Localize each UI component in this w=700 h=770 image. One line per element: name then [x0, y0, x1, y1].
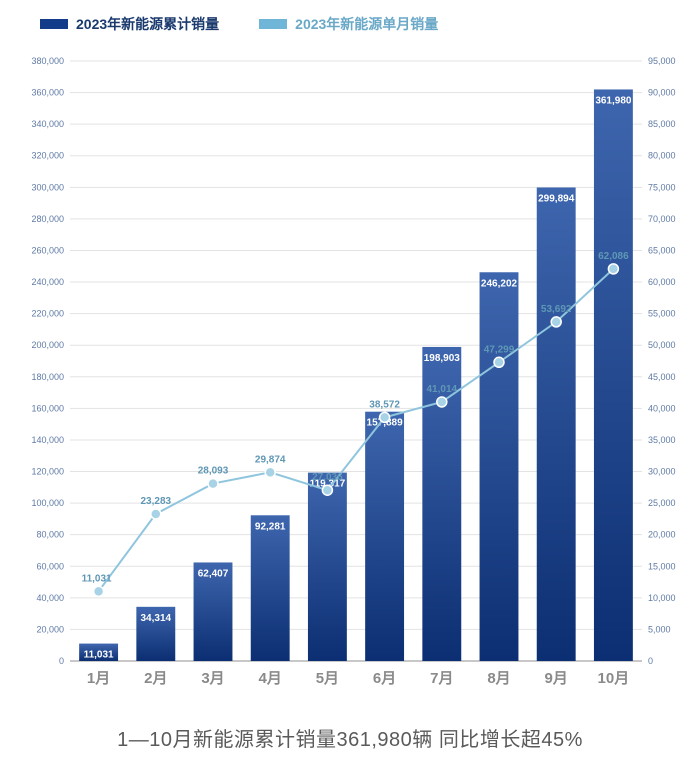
- line-marker: [494, 357, 504, 367]
- y-right-tick: 30,000: [648, 467, 676, 477]
- y-right-tick: 25,000: [648, 498, 676, 508]
- line-value-label: 47,299: [484, 344, 515, 355]
- y-left-tick: 160,000: [31, 403, 64, 413]
- bar-value-label: 361,980: [595, 95, 632, 106]
- y-left-tick: 280,000: [31, 214, 64, 224]
- y-left-tick: 80,000: [36, 530, 64, 540]
- y-right-tick: 0: [648, 656, 653, 666]
- y-right-tick: 75,000: [648, 182, 676, 192]
- bar: [308, 473, 347, 661]
- y-right-tick: 65,000: [648, 245, 676, 255]
- x-tick-label: 5月: [316, 670, 339, 687]
- y-left-tick: 220,000: [31, 309, 64, 319]
- line-marker: [322, 485, 332, 495]
- y-left-tick: 100,000: [31, 498, 64, 508]
- x-tick-label: 9月: [545, 670, 568, 687]
- chart-svg: 0 20,000 40,000 60,000 80,000 100,000 120,000 1…: [20, 55, 688, 695]
- y-left-tick: 260,000: [31, 245, 64, 255]
- bar: [480, 272, 519, 661]
- y-left-tick: 140,000: [31, 435, 64, 445]
- line-value-label: 11,031: [82, 573, 112, 584]
- bar-value-label: 198,903: [424, 353, 461, 364]
- chart-area: 0 20,000 40,000 60,000 80,000 100,000 120,000 1…: [20, 55, 688, 695]
- x-tick-label: 8月: [487, 670, 510, 687]
- line-marker: [208, 479, 218, 489]
- y-left-tick: 180,000: [31, 372, 64, 382]
- y-right-tick: 50,000: [648, 340, 676, 350]
- x-tick-label: 2月: [144, 670, 167, 687]
- bar-value-label: 299,894: [538, 193, 575, 204]
- line-value-label: 27,036: [312, 472, 343, 483]
- y-right-tick: 15,000: [648, 561, 676, 571]
- y-left-tick: 60,000: [36, 561, 64, 571]
- bar-value-label: 62,407: [198, 568, 229, 579]
- y-left-tick: 120,000: [31, 467, 64, 477]
- legend-item-cumulative: 2023年新能源累计销量: [40, 14, 219, 34]
- line-marker: [551, 317, 561, 327]
- legend-label-cumulative: 2023年新能源累计销量: [76, 14, 219, 34]
- line-marker: [265, 467, 275, 477]
- line-series: [99, 269, 614, 591]
- x-tick-label: 1月: [87, 670, 110, 687]
- legend: 2023年新能源累计销量 2023年新能源单月销量: [40, 14, 438, 34]
- y-right-tick: 35,000: [648, 435, 676, 445]
- y-right-tick: 85,000: [648, 119, 676, 129]
- line-marker: [94, 586, 104, 596]
- legend-item-monthly: 2023年新能源单月销量: [259, 14, 438, 34]
- y-left-tick: 300,000: [31, 182, 64, 192]
- legend-label-monthly: 2023年新能源单月销量: [295, 14, 438, 34]
- y-left-tick: 240,000: [31, 277, 64, 287]
- line-value-label: 28,093: [198, 466, 229, 477]
- line-value-label: 23,283: [141, 496, 172, 507]
- x-tick-label: 6月: [373, 670, 396, 687]
- bar-value-label: 34,314: [141, 613, 172, 624]
- legend-swatch-monthly: [259, 19, 287, 29]
- y-right-tick: 5,000: [648, 624, 671, 634]
- y-right-tick: 20,000: [648, 530, 676, 540]
- legend-swatch-cumulative: [40, 19, 68, 29]
- y-left-tick: 340,000: [31, 119, 64, 129]
- x-tick-label: 3月: [201, 670, 224, 687]
- x-tick-label: 7月: [430, 670, 453, 687]
- line-value-label: 41,014: [427, 384, 458, 395]
- line-marker: [437, 397, 447, 407]
- line-marker: [380, 412, 390, 422]
- line-value-label: 38,572: [369, 399, 400, 410]
- line-value-label: 29,874: [255, 454, 286, 465]
- y-left-tick: 320,000: [31, 151, 64, 161]
- y-left-tick: 0: [59, 656, 64, 666]
- line-marker: [608, 264, 618, 274]
- y-left-tick: 20,000: [36, 624, 64, 634]
- y-right-tick: 70,000: [648, 214, 676, 224]
- bar: [365, 412, 404, 661]
- line-value-label: 53,692: [541, 304, 572, 315]
- y-right-tick: 10,000: [648, 593, 676, 603]
- bar-value-label: 92,281: [255, 521, 286, 532]
- bar: [594, 89, 633, 661]
- y-right-tick: 45,000: [648, 372, 676, 382]
- chart-container: 2023年新能源累计销量 2023年新能源单月销量 0 20,000 40,000 6…: [0, 0, 700, 770]
- y-right-tick: 95,000: [648, 56, 676, 66]
- y-left-tick: 360,000: [31, 88, 64, 98]
- line-value-label: 62,086: [598, 251, 629, 262]
- caption: 1—10月新能源累计销量361,980辆 同比增长超45%: [0, 723, 700, 752]
- bar-value-label: 246,202: [481, 278, 518, 289]
- y-right-tick: 55,000: [648, 309, 676, 319]
- bar: [251, 515, 290, 661]
- y-left-tick: 40,000: [36, 593, 64, 603]
- bar: [537, 187, 576, 661]
- x-tick-label: 4月: [259, 670, 282, 687]
- y-right-tick: 80,000: [648, 151, 676, 161]
- x-tick-label: 10月: [598, 670, 630, 687]
- y-left-tick: 200,000: [31, 340, 64, 350]
- bar-value-label: 11,031: [84, 650, 114, 661]
- line-marker: [151, 509, 161, 519]
- y-right-tick: 60,000: [648, 277, 676, 287]
- y-left-tick: 380,000: [31, 56, 64, 66]
- y-right-tick: 40,000: [648, 403, 676, 413]
- y-right-tick: 90,000: [648, 88, 676, 98]
